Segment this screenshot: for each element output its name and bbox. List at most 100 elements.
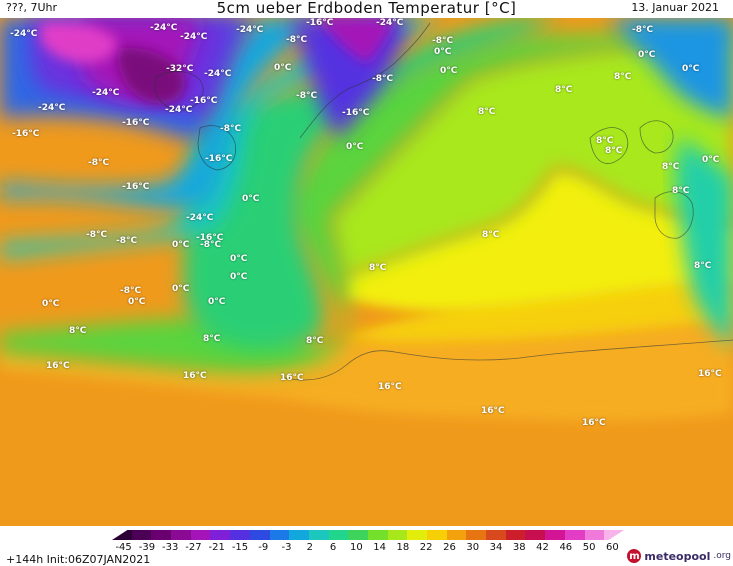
map-label: -16°C [306,18,334,28]
color-swatch [151,530,172,540]
forecast-date: 13. Januar 2021 [631,1,719,14]
scale-tick-label: 60 [605,542,619,553]
legend-footer: -45 -39 -33 -27 -21 -15 -9 -3 2 6 10 14 18 22 26 30 34 38… [0,526,733,566]
map-label: -16°C [205,154,233,164]
map-label: -16°C [342,108,370,118]
map-label: 0°C [128,297,146,307]
color-swatch [604,530,624,540]
map-label: -8°C [286,35,308,45]
map-label: 8°C [662,162,680,172]
scale-tick-label: 2 [306,542,313,553]
map-label: 0°C [208,297,226,307]
field-band-scandinavia-blue [610,18,733,118]
temperature-field [0,18,733,526]
map-label: -8°C [432,36,454,46]
color-swatch [486,530,506,540]
field-band-greenland-cold [290,18,410,138]
map-label: 16°C [280,373,304,383]
brand[interactable]: m meteopool .org [627,548,731,564]
scale-tick-label: 6 [329,542,337,553]
meteopool-logo-icon: m [627,549,642,563]
map-label: 0°C [242,194,260,204]
scale-tick-label: -21 [208,542,225,553]
scale-tick-label: 46 [559,542,573,553]
map-label: 8°C [203,334,221,344]
map-label: 0°C [172,284,190,294]
chart-header: ???, 7Uhr 5cm ueber Erdboden Temperatur … [0,0,733,18]
map-label: 8°C [369,263,387,273]
scale-tick-label: 34 [489,542,503,553]
color-scale-bar [112,530,624,540]
valid-time-label: ???, 7Uhr [6,1,58,14]
map-label: -8°C [120,286,142,296]
color-swatch [249,530,270,540]
color-swatch [112,530,132,540]
map-label: 16°C [481,406,505,416]
map-label: 16°C [46,361,70,371]
map-label: -24°C [92,88,120,98]
scale-tick-label: -15 [231,542,249,553]
scale-tick-label: 42 [536,542,549,553]
color-swatch [466,530,487,540]
map-label: -24°C [376,18,404,28]
color-swatch [505,530,526,540]
color-swatch [269,530,290,540]
scale-tick-label: 10 [349,542,363,553]
field-band-cyan [0,18,330,209]
map-label: 0°C [42,299,60,309]
color-swatch [171,530,191,540]
scale-tick-label: 50 [582,542,596,553]
map-label: 8°C [555,85,573,95]
color-swatch [367,530,388,540]
scale-tick-label: 18 [396,542,410,553]
map-label: -8°C [88,158,110,168]
map-label: -24°C [38,103,66,113]
field-band-europe-teal [675,138,733,348]
map-label: 8°C [596,136,614,146]
map-label: -16°C [12,129,40,139]
color-swatch [210,530,231,540]
map-label: 16°C [698,369,722,379]
color-swatch [289,530,309,540]
map-label: 8°C [614,72,632,82]
map-label: -24°C [165,105,193,115]
scale-tick-label: -3 [281,542,292,553]
map-label: 0°C [702,155,720,165]
coastlines [154,22,733,381]
color-swatch [525,530,546,540]
map-label: -8°C [372,74,394,84]
map-label: 0°C [172,240,190,250]
map-label: 8°C [694,261,712,271]
field-band-lime [330,38,733,280]
map-label: 8°C [672,186,690,196]
scale-tick-label: 38 [512,542,526,553]
map-label: -16°C [190,96,218,106]
map-label: -24°C [150,23,178,33]
scale-tick-label: -9 [258,542,269,553]
color-swatch [348,530,368,540]
scale-tick-label: -33 [162,542,179,553]
map-label: 16°C [378,382,402,392]
brand-tld: .org [713,551,731,561]
map-label: 8°C [69,326,87,336]
field-band-darkgreen [183,18,560,350]
scale-tick-label: -39 [138,542,156,553]
scale-tick-label: 14 [373,542,386,553]
field-band-yellow [345,172,733,312]
map-label: 0°C [346,142,364,152]
color-swatch [584,530,605,540]
color-swatch [407,530,427,540]
field-band-greenland-core [320,18,395,63]
map-label: -8°C [116,236,138,246]
map-label: 16°C [582,418,606,428]
map-label: 16°C [183,371,207,381]
temperature-map: -24°C -24°C -24°C -24°C -24°C -24°C -24°… [0,18,733,526]
map-label: 0°C [682,64,700,74]
scale-tick-label: -27 [185,542,202,553]
map-label: -24°C [10,29,38,39]
color-swatch [131,530,152,540]
map-label: 8°C [482,230,500,240]
color-swatch [230,530,250,540]
map-label: 0°C [440,66,458,76]
scale-tick-label: 30 [466,542,480,553]
